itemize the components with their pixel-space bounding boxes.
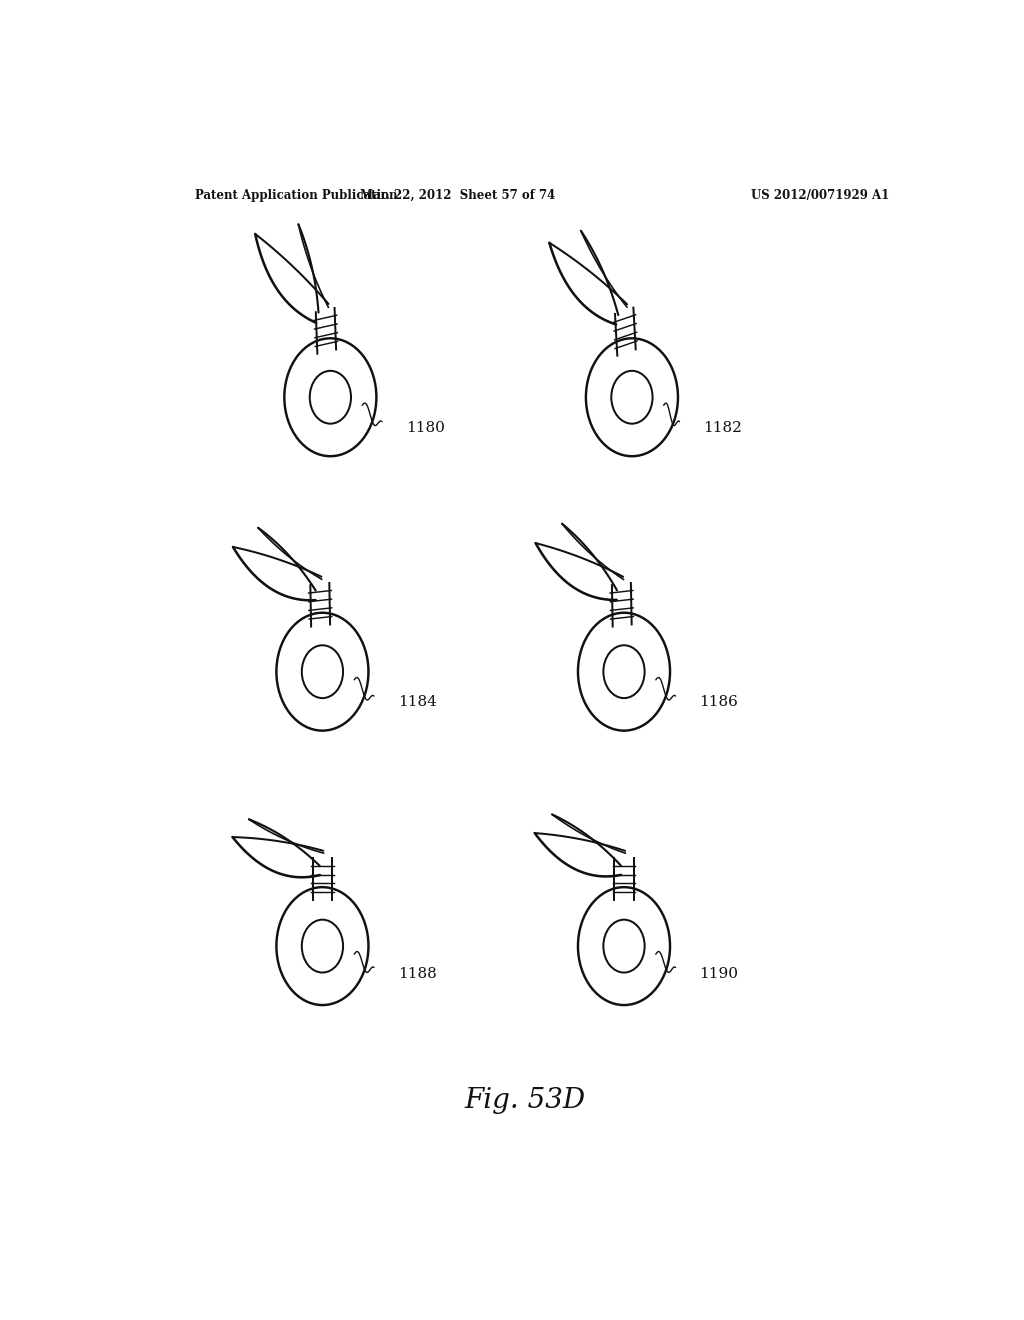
Text: 1182: 1182 [703, 421, 742, 434]
Text: 1184: 1184 [397, 696, 436, 709]
Text: Patent Application Publication: Patent Application Publication [196, 189, 398, 202]
Text: US 2012/0071929 A1: US 2012/0071929 A1 [751, 189, 889, 202]
Text: 1188: 1188 [397, 966, 436, 981]
Text: Fig. 53D: Fig. 53D [464, 1088, 586, 1114]
Text: 1190: 1190 [699, 966, 738, 981]
Text: Mar. 22, 2012  Sheet 57 of 74: Mar. 22, 2012 Sheet 57 of 74 [359, 189, 555, 202]
Text: 1180: 1180 [406, 421, 444, 434]
Text: 1186: 1186 [699, 696, 738, 709]
